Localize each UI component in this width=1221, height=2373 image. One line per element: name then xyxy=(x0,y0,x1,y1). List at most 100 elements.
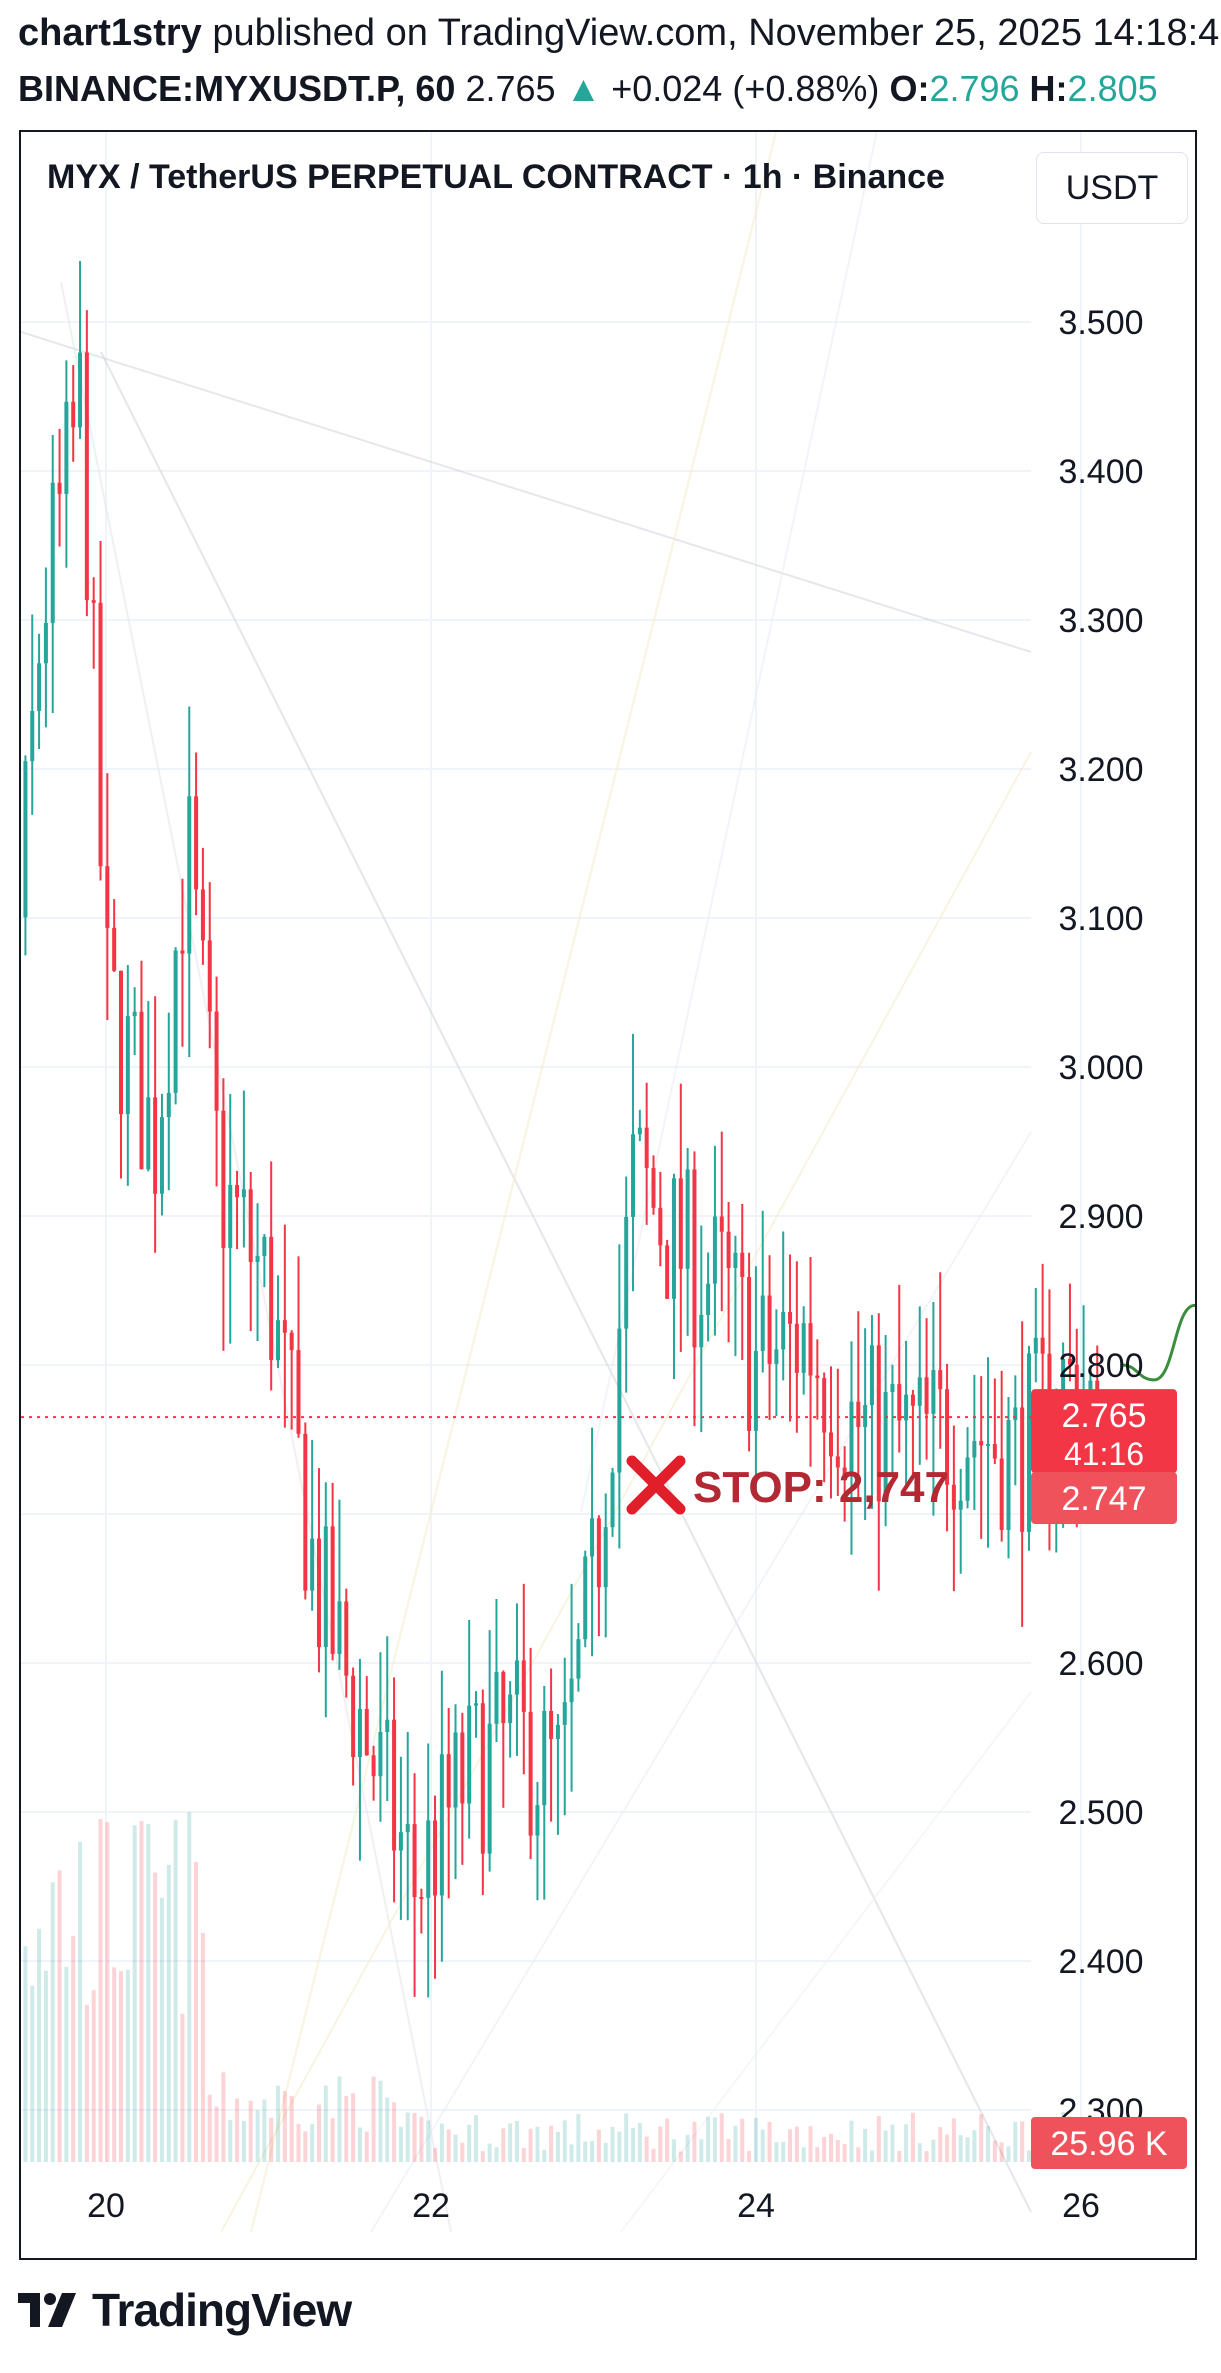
candle-body xyxy=(774,1349,779,1364)
y-tick-label: 3.500 xyxy=(1058,304,1143,342)
candle-body xyxy=(1013,1407,1018,1421)
volume-bar xyxy=(590,2140,595,2162)
volume-bar xyxy=(644,2136,649,2162)
volume-bar xyxy=(282,2091,287,2162)
volume-bar xyxy=(439,2123,444,2162)
volume-bar xyxy=(596,2129,601,2162)
volume-bar xyxy=(289,2095,294,2162)
x-tick-label: 20 xyxy=(87,2187,125,2225)
volume-bar xyxy=(1020,2121,1025,2162)
volume-bar xyxy=(405,2112,410,2162)
candle-body xyxy=(986,1444,991,1447)
y-tick-label: 2.800 xyxy=(1058,1347,1143,1385)
volume-bar xyxy=(965,2137,970,2162)
volume-bar xyxy=(706,2116,711,2162)
open-label: O: xyxy=(889,68,930,109)
y-tick-label: 3.200 xyxy=(1058,751,1143,789)
symbol-info: BINANCE:MYXUSDT.P, 60 2.765 ▲ +0.024 (+0… xyxy=(18,64,1221,114)
candle-body xyxy=(419,1896,424,1899)
volume-bar xyxy=(869,2150,874,2162)
candle-body xyxy=(781,1312,786,1350)
volume-bar xyxy=(166,1864,171,2162)
candle-body xyxy=(337,1601,342,1654)
volume-bar xyxy=(501,2128,506,2162)
volume-bar xyxy=(603,2142,608,2162)
volume-bar xyxy=(747,2151,752,2162)
candle-body xyxy=(856,1401,861,1428)
candle-body xyxy=(200,889,205,941)
current-price-tag xyxy=(1031,1389,1177,1474)
volume-bar xyxy=(951,2118,956,2162)
volume-bar xyxy=(330,2118,335,2162)
candle-body xyxy=(50,482,55,623)
volume-bar xyxy=(801,2147,806,2162)
volume-tag xyxy=(1031,2117,1187,2169)
volume-bar xyxy=(398,2126,403,2162)
candle-body xyxy=(938,1370,943,1390)
candle-body xyxy=(808,1323,813,1376)
volume-bar xyxy=(794,2126,799,2162)
volume-bar xyxy=(159,1897,164,2162)
trend-line xyxy=(220,751,1032,2233)
candle-body xyxy=(542,1710,547,1806)
candle-body xyxy=(180,950,185,954)
volume-bar xyxy=(760,2129,765,2162)
volume-bar xyxy=(241,2120,246,2162)
candle-body xyxy=(221,1110,226,1248)
candle-body xyxy=(371,1755,376,1777)
candle-body xyxy=(487,1723,492,1854)
volume-bar xyxy=(105,1822,110,2162)
x-tick-label: 22 xyxy=(412,2187,450,2225)
candle-body xyxy=(323,1526,328,1648)
volume-bar xyxy=(474,2115,478,2162)
volume-bar xyxy=(480,2151,485,2162)
candle-body xyxy=(43,622,48,664)
author-name[interactable]: chart1stry xyxy=(18,12,202,54)
volume-bar xyxy=(514,2120,519,2162)
candle-body xyxy=(159,1117,164,1194)
candle-body xyxy=(23,761,28,918)
volume-bar xyxy=(958,2135,963,2162)
candle-body xyxy=(794,1323,799,1373)
volume-bar xyxy=(917,2143,922,2162)
volume-bar xyxy=(631,2127,636,2162)
volume-bar xyxy=(562,2120,567,2162)
volume-bar xyxy=(453,2134,458,2162)
y-tick-label: 2.900 xyxy=(1058,1198,1143,1236)
volume-bar xyxy=(665,2118,670,2162)
candle-body xyxy=(71,401,76,428)
volume-bar xyxy=(740,2118,745,2162)
volume-bar xyxy=(426,2120,431,2162)
candle-body xyxy=(1033,1337,1038,1354)
candle-body xyxy=(474,1703,478,1706)
volume-bar xyxy=(467,2124,472,2162)
candle-body xyxy=(596,1518,601,1588)
chart-frame[interactable]: STOP: 2,747 3.500 3.400 3.300 3.200 3.100 3.0… xyxy=(19,130,1197,2260)
candle-body xyxy=(385,1719,390,1732)
trend-line xyxy=(620,1691,1032,2233)
candle-body xyxy=(678,1178,683,1269)
volume-bar xyxy=(992,2140,997,2162)
volume-bar xyxy=(23,1946,28,2162)
volume-bar xyxy=(576,2114,581,2162)
candle-body xyxy=(194,796,199,890)
volume-bar xyxy=(849,2120,854,2162)
candle-body xyxy=(214,1011,219,1111)
candle-body xyxy=(125,1016,130,1115)
countdown-label: 41:16 xyxy=(1064,1436,1144,1472)
candle-body xyxy=(535,1805,540,1836)
candle-body xyxy=(433,1820,438,1896)
price-chart[interactable]: STOP: 2,747 3.500 3.400 3.300 3.200 3.100 3.0… xyxy=(21,132,1195,2258)
candle-body xyxy=(146,1097,151,1170)
volume-bar xyxy=(187,1812,192,2162)
volume-bar xyxy=(835,2139,840,2162)
candle-body xyxy=(876,1345,881,1502)
high-value: 2.805 xyxy=(1067,68,1158,109)
candle-body xyxy=(330,1526,335,1654)
tradingview-logo-icon xyxy=(18,2293,76,2327)
trend-line xyxy=(100,351,1032,2213)
candle-body xyxy=(119,970,123,1115)
currency-unit-button[interactable]: USDT xyxy=(1036,152,1188,224)
volume-bar xyxy=(132,1825,137,2162)
candle-body xyxy=(740,1252,745,1277)
